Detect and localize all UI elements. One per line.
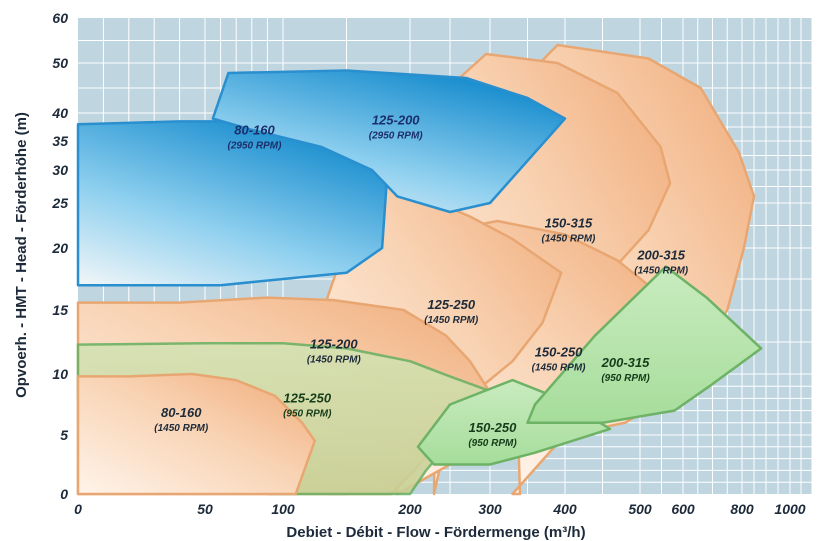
y-tick-label: 25 <box>51 195 68 211</box>
x-tick-label: 0 <box>74 501 82 517</box>
y-tick-label: 50 <box>52 55 68 71</box>
x-tick-label: 50 <box>197 501 213 517</box>
x-tick-label: 400 <box>552 501 577 517</box>
y-tick-label: 0 <box>60 486 68 502</box>
y-tick-label: 35 <box>52 133 68 149</box>
label-200-315-1450: 200-315 <box>636 248 685 263</box>
label-200-315-950: 200-315 <box>601 355 650 370</box>
x-tick-label: 100 <box>271 501 295 517</box>
rpm-125-200-1450: (1450 RPM) <box>307 355 362 366</box>
label-150-315-1450: 150-315 <box>545 216 593 231</box>
x-tick-label: 1000 <box>774 501 805 517</box>
label-125-200-1450: 125-200 <box>310 337 358 352</box>
rpm-150-250-950: (950 RPM) <box>468 438 517 449</box>
y-tick-label: 20 <box>51 240 68 256</box>
label-125-250-1450: 125-250 <box>427 297 475 312</box>
y-tick-label: 10 <box>52 366 68 382</box>
x-tick-label: 300 <box>478 501 502 517</box>
x-axis-label: Debiet - Débit - Flow - Fördermenge (m³/… <box>286 524 585 541</box>
x-tick-label: 200 <box>397 501 422 517</box>
rpm-150-250-1450: (1450 RPM) <box>532 363 587 374</box>
x-tick-label: 800 <box>730 501 754 517</box>
y-axis-label: Opvoerh. - HMT - Head - Förderhöhe (m) <box>13 112 30 398</box>
region-labels: 200-315 (1450 RPM) 150-315 (1450 RPM) 150-25… <box>154 113 689 450</box>
x-tick-label: 500 <box>628 501 652 517</box>
y-tick-label: 60 <box>52 10 68 26</box>
rpm-125-200-2950: (2950 RPM) <box>369 131 424 142</box>
x-tick-label: 600 <box>671 501 695 517</box>
y-tick-label: 15 <box>52 302 68 318</box>
region-125-200-2950 <box>211 69 567 214</box>
rpm-200-315-950: (950 RPM) <box>601 373 650 384</box>
rpm-200-315-1450: (1450 RPM) <box>634 266 689 277</box>
label-150-250-950: 150-250 <box>469 420 517 435</box>
label-80-160-1450: 80-160 <box>161 405 202 420</box>
rpm-80-160-2950: (2950 RPM) <box>228 141 283 152</box>
y-tick-labels: 0 5 10 15 20 25 30 35 40 50 60 <box>51 10 68 502</box>
label-150-250-1450: 150-250 <box>535 345 583 360</box>
y-tick-label: 40 <box>51 105 68 121</box>
region-200-315-950 <box>526 265 763 425</box>
region-80-160-1450 <box>76 372 317 496</box>
y-tick-label: 5 <box>60 427 68 443</box>
x-tick-labels: 0 50 100 200 300 400 500 600 800 1000 <box>74 501 806 517</box>
label-125-250-950: 125-250 <box>283 390 331 405</box>
rpm-80-160-1450: (1450 RPM) <box>154 423 209 434</box>
rpm-125-250-950: (950 RPM) <box>283 408 332 419</box>
label-80-160-2950: 80-160 <box>234 123 275 138</box>
regions <box>76 43 763 496</box>
rpm-150-315-1450: (1450 RPM) <box>541 234 596 245</box>
y-tick-label: 30 <box>52 162 68 178</box>
label-125-200-2950: 125-200 <box>372 113 420 128</box>
rpm-125-250-1450: (1450 RPM) <box>424 315 479 326</box>
